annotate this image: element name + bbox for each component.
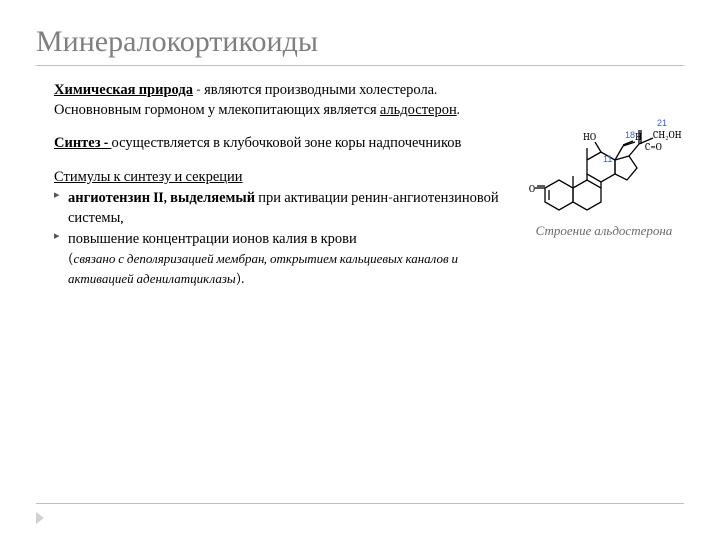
- text-column: Химическая природа - являются производны…: [36, 80, 516, 290]
- stimuli-list: ангиотензин II, выделяемый при активации…: [54, 188, 516, 288]
- chem-nature-para: Химическая природа - являются производны…: [36, 80, 516, 119]
- list-item: повышение концентрации ионов калия в кро…: [54, 229, 516, 288]
- c18-label: 18: [625, 130, 635, 140]
- chem-nature-head: Химическая природа: [54, 81, 193, 98]
- o-label: O: [529, 183, 535, 195]
- figure-column: O HO CH₂OH C=O H 21 18 11 Строение альдо…: [524, 80, 684, 290]
- ch2oh-label: CH₂OH: [653, 129, 682, 141]
- stimuli-para: Стимулы к синтезу и секреции: [36, 167, 516, 187]
- co-label: C=O: [645, 141, 662, 153]
- aldosterone-structure-icon: O HO CH₂OH C=O H 21 18 11: [527, 90, 682, 215]
- figure-caption: Строение альдостерона: [524, 223, 684, 239]
- chem-nature-tail: .: [457, 101, 460, 118]
- bullet1-bold: ангиотензин II, выделяемый: [68, 189, 255, 206]
- content-row: Химическая природа - являются производны…: [36, 80, 684, 290]
- ho-label: HO: [583, 131, 596, 143]
- bullet2-italic: связано с деполяризацией мембран, открыт…: [68, 252, 458, 287]
- footer-divider: [36, 503, 684, 504]
- list-item: ангиотензин II, выделяемый при активации…: [54, 188, 516, 227]
- slide-title: Минералокортикоиды: [36, 24, 684, 66]
- bullet2-paren-close: ).: [236, 270, 245, 287]
- bullet2-main: повышение концентрации ионов калия в кро…: [68, 230, 357, 247]
- synthesis-body: осуществляется в клубочковой зоне коры н…: [111, 134, 461, 151]
- chem-nature-key: альдостерон: [380, 101, 457, 118]
- h-label: H: [635, 131, 642, 143]
- c11-label: 11: [603, 154, 612, 164]
- stimuli-head: Стимулы к синтезу и секреции: [54, 167, 516, 187]
- synthesis-para: Синтез - осуществляется в клубочковой зо…: [36, 133, 516, 153]
- corner-arrow-icon: [36, 512, 44, 524]
- c21-label: 21: [657, 118, 667, 128]
- synthesis-head: Синтез -: [54, 134, 111, 151]
